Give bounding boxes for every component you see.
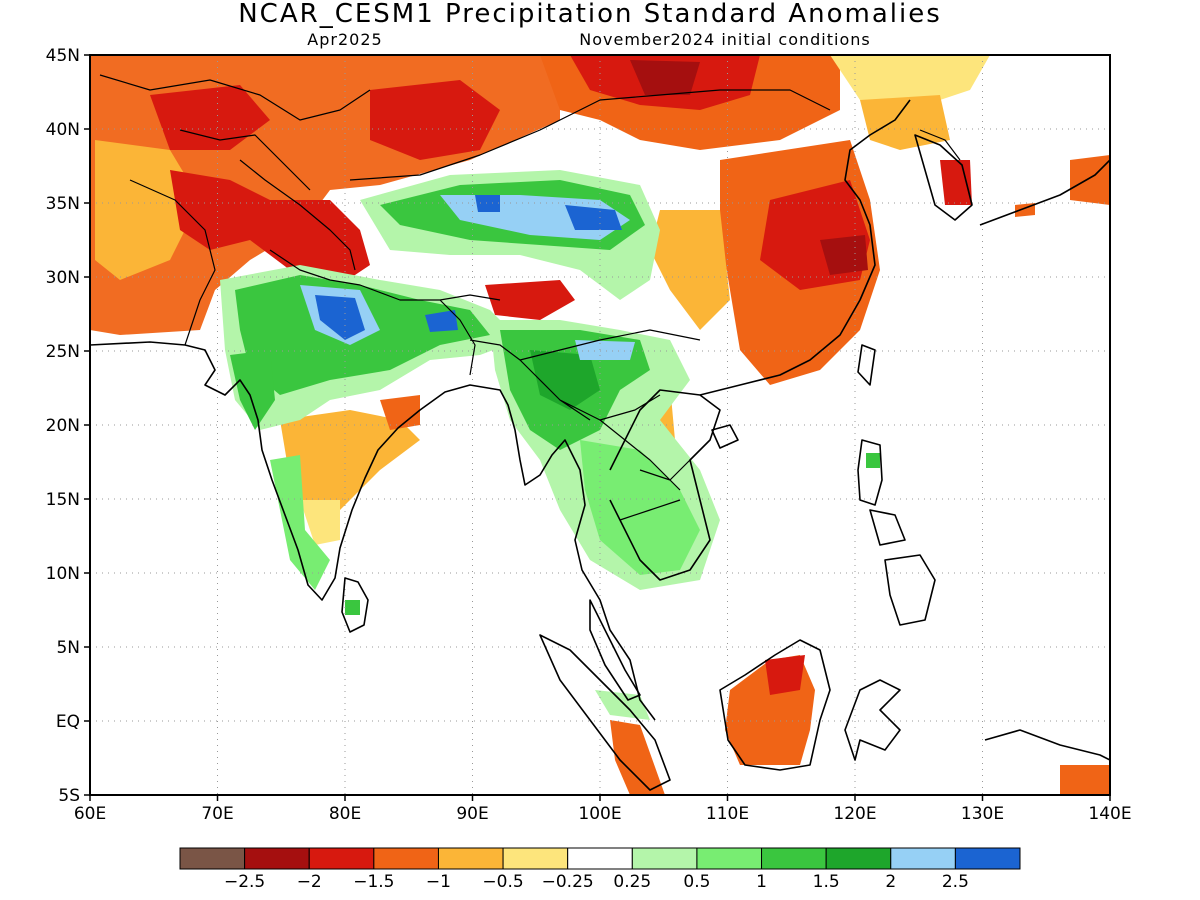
anomaly-region-yellow-sea — [860, 95, 950, 150]
anomaly-region-tibet-core — [565, 205, 622, 230]
y-tick-label: 10N — [46, 564, 80, 584]
colorbar-swatch — [308, 847, 375, 870]
map-coastlines — [90, 74, 1110, 791]
anomaly-region-philippines — [866, 453, 880, 468]
colorbar-label: −0.25 — [542, 872, 594, 892]
colorbar-swatch — [954, 847, 1021, 870]
y-tick-label: 35N — [46, 194, 80, 214]
coastline-malay-peninsula — [589, 599, 641, 701]
x-tick-label: 130E — [961, 804, 1004, 824]
colorbar-label: 2 — [885, 872, 896, 892]
x-tick-label: 120E — [833, 804, 876, 824]
x-tick-label: 80E — [329, 804, 361, 824]
anomaly-region-india-south — [300, 500, 340, 545]
anomaly-region-india-central — [280, 410, 420, 520]
colorbar-label: −2.5 — [224, 872, 265, 892]
colorbar-label: 2.5 — [942, 872, 969, 892]
subtitle-initial-conditions: November2024 initial conditions — [579, 30, 870, 49]
coastline-korea — [914, 134, 973, 221]
colorbar-swatch — [179, 847, 246, 870]
coastline-arabian-sea-india — [90, 341, 656, 721]
colorbar-label: 0.25 — [613, 872, 651, 892]
coastline-sulawesi — [844, 679, 901, 761]
y-tick-label: 5N — [56, 638, 80, 658]
colorbar-swatch — [437, 847, 504, 870]
x-tick-label: 110E — [706, 804, 749, 824]
coastline-philippines-mindanao — [884, 554, 936, 626]
coastline-borneo — [719, 639, 831, 771]
anomaly-region-mongolia-dark — [630, 60, 700, 95]
anomaly-region-india-east — [380, 395, 420, 430]
colorbar: −2.5 −2 −1.5 −1 −0.5 −0.25 0.25 0.5 1 1.5 2 2.5 — [179, 847, 1021, 892]
y-tick-label: 25N — [46, 342, 80, 362]
y-tick-label: 30N — [46, 268, 80, 288]
colorbar-swatch — [244, 847, 310, 870]
anomaly-region-nepal-blue — [425, 310, 458, 332]
colorbar-swatch — [890, 847, 956, 870]
x-tick-label: 60E — [74, 804, 106, 824]
colorbar-swatch — [502, 847, 569, 870]
colorbar-swatch — [567, 847, 633, 870]
anomaly-region-myanmar-core — [530, 350, 600, 410]
y-tick-label: 20N — [46, 416, 80, 436]
colorbar-swatch — [631, 847, 698, 870]
x-tick-label: 100E — [578, 804, 621, 824]
subtitle-month: Apr2025 — [307, 30, 382, 49]
colorbar-swatch — [825, 847, 892, 870]
x-tick-label: 140E — [1088, 804, 1131, 824]
anomaly-region-west-coast — [270, 455, 330, 590]
coastline-japan — [979, 159, 1110, 226]
x-axis: 60E 70E 80E 90E 100E 110E 120E 130E 140E — [74, 795, 1132, 824]
y-tick-label: 40N — [46, 120, 80, 140]
anomaly-region-pakistan — [170, 170, 370, 285]
anomaly-region-tarim — [370, 80, 500, 160]
y-tick-label: 45N — [46, 46, 80, 66]
colorbar-label: 1 — [756, 872, 767, 892]
colorbar-swatch — [696, 847, 763, 870]
colorbar-swatch — [761, 847, 827, 870]
anomaly-region-malaya — [595, 690, 650, 720]
colorbar-swatch — [373, 847, 439, 870]
coastline-sumatra — [539, 634, 671, 791]
anomaly-region-northeast-light — [830, 55, 990, 110]
anomaly-region-east-china-dark — [820, 235, 868, 275]
anomaly-region-indochina — [580, 440, 700, 575]
anomaly-region-yunnan-blue — [575, 340, 635, 360]
colorbar-label: 0.5 — [683, 872, 710, 892]
anomaly-region-sumatra — [610, 720, 665, 795]
colorbar-label: −0.5 — [482, 872, 523, 892]
anomaly-region-south-china-light — [650, 210, 730, 330]
anomaly-region-new-guinea — [1060, 765, 1110, 795]
coastline-philippines-luzon — [857, 439, 883, 506]
anomaly-region-north-india-core — [315, 295, 365, 340]
figure-title: NCAR_CESM1 Precipitation Standard Anomal… — [238, 0, 942, 29]
x-tick-label: 70E — [201, 804, 233, 824]
coastline-hainan — [711, 424, 739, 449]
anomaly-region-korea — [940, 160, 972, 205]
coastline-taiwan — [857, 344, 876, 386]
map-gridlines — [90, 55, 1110, 795]
colorbar-label: −2 — [297, 872, 322, 892]
y-tick-label: EQ — [56, 712, 80, 732]
y-tick-label: 15N — [46, 490, 80, 510]
coastline-new-guinea — [984, 729, 1110, 761]
colorbar-label: −1 — [426, 872, 451, 892]
anomaly-region-japan — [1070, 155, 1110, 205]
anomaly-region-sri-lanka — [345, 600, 360, 615]
x-tick-label: 90E — [456, 804, 488, 824]
colorbar-label: 1.5 — [813, 872, 840, 892]
anomaly-region-borneo-north — [765, 655, 805, 695]
anomaly-region-bangladesh-north — [485, 280, 575, 320]
y-tick-label: 5S — [58, 786, 80, 806]
anomaly-region-tibet-core-2 — [475, 195, 500, 212]
anomaly-region-caspian-red — [150, 85, 270, 150]
coastline-sri-lanka — [341, 577, 369, 633]
coastline-philippines-visayas — [869, 509, 906, 546]
y-axis: 45N 40N 35N 30N 25N 20N 15N 10N 5N EQ 5S — [46, 46, 90, 806]
coastline-south-china — [699, 99, 911, 396]
colorbar-label: −1.5 — [353, 872, 394, 892]
anomaly-region-west-india — [230, 350, 275, 430]
country-borders — [99, 74, 961, 521]
